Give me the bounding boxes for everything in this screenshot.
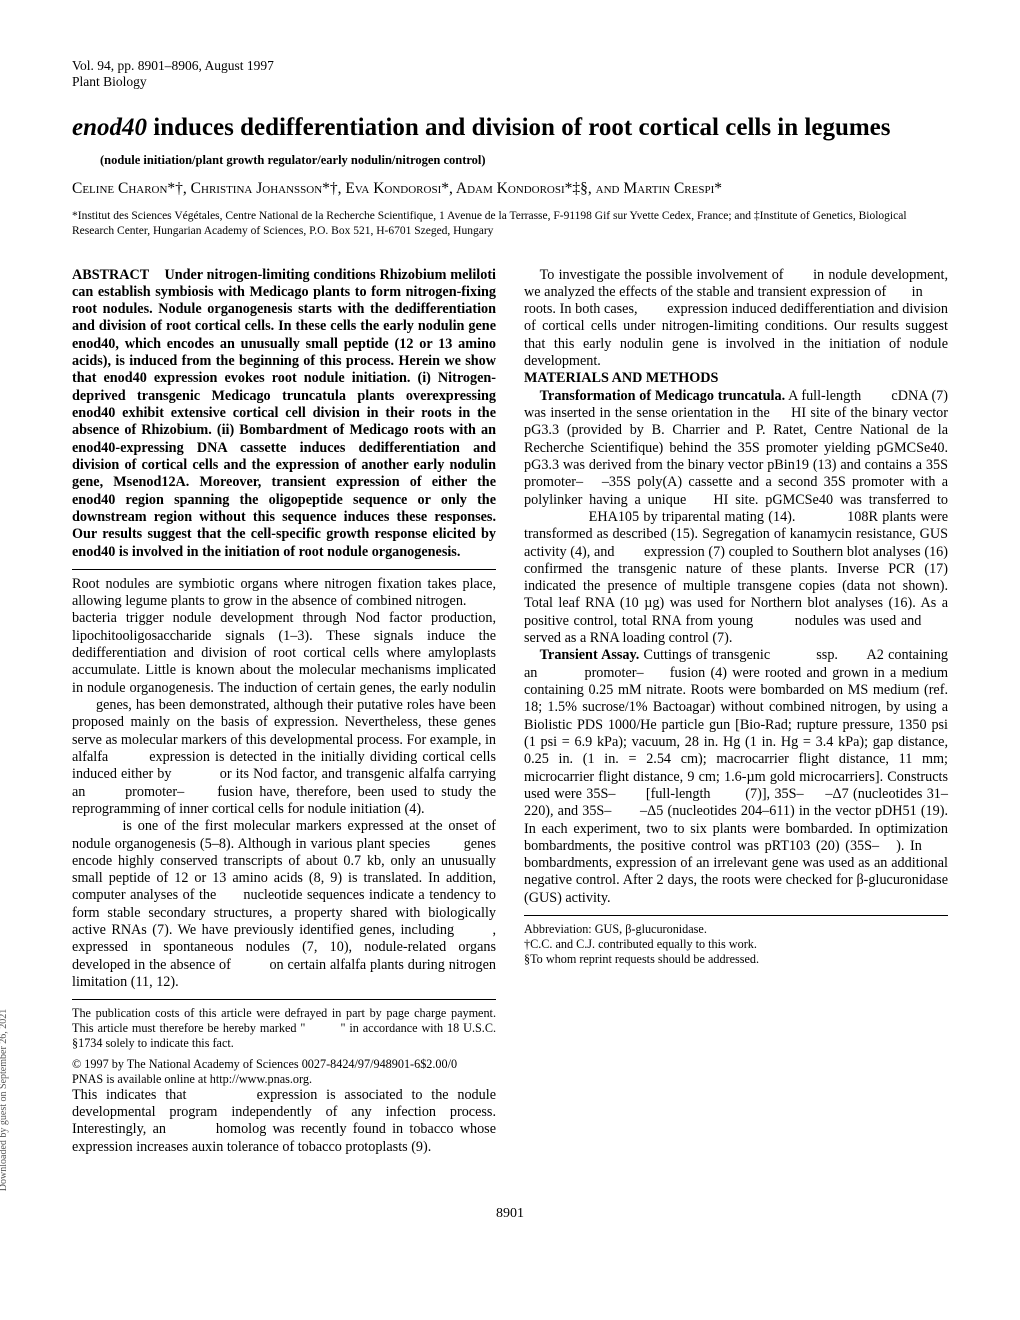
- abstract-separator: [72, 569, 496, 570]
- intro-para-1: Root nodules are symbiotic organs where …: [72, 576, 496, 818]
- abstract: ABSTRACT Under nitrogen-limiting conditi…: [72, 267, 496, 561]
- footnote-equal: †C.C. and C.J. contributed equally to th…: [524, 937, 948, 952]
- footnote-separator-left: [72, 999, 496, 1000]
- intro-para-2: is one of the first molecular markers ex…: [72, 818, 496, 991]
- methods-para-2: Transient Assay. Cuttings of transgenic …: [524, 647, 948, 907]
- subtitle-keywords: (nodule initiation/plant growth regulato…: [100, 153, 948, 168]
- col2-para-1: This indicates that expression is associ…: [72, 1087, 496, 1156]
- abstract-label: ABSTRACT: [72, 267, 149, 283]
- footnote-pubcost: The publication costs of this article we…: [72, 1006, 496, 1051]
- methods-body-1: A full-length cDNA (7) was inserted in t…: [524, 388, 948, 646]
- affiliations: *Institut des Sciences Végétales, Centre…: [72, 209, 948, 238]
- abstract-text: Under nitrogen-limiting conditions Rhizo…: [72, 267, 496, 560]
- author-list: Celine Charon*†, Christina Johansson*†, …: [72, 180, 948, 199]
- vol-line: Vol. 94, pp. 8901–8906, August 1997: [72, 58, 948, 74]
- journal-header: Vol. 94, pp. 8901–8906, August 1997 Plan…: [72, 58, 948, 91]
- page-number: 8901: [72, 1205, 948, 1222]
- download-note: Downloaded by guest on September 26, 202…: [0, 1009, 10, 1191]
- footnote-abbr: Abbreviation: GUS, β-glucuronidase.: [524, 922, 948, 937]
- methods-lead-1: Transformation of Medicago truncatula.: [540, 388, 786, 404]
- methods-lead-2: Transient Assay.: [540, 647, 640, 663]
- section-line: Plant Biology: [72, 74, 948, 90]
- right-footnotes: Abbreviation: GUS, β-glucuronidase. †C.C…: [524, 922, 948, 967]
- article-title: enod40 induces dedifferentiation and div…: [72, 113, 948, 143]
- methods-body-2: Cuttings of transgenic ssp. A2 containin…: [524, 647, 948, 905]
- title-rest: induces dedifferentiation and division o…: [147, 114, 891, 141]
- footnote-separator-right: [524, 915, 948, 916]
- footnote-reprint: §To whom reprint requests should be addr…: [524, 952, 948, 967]
- methods-para-1: Transformation of Medicago truncatula. A…: [524, 388, 948, 648]
- footnote-copyright: © 1997 by The National Academy of Scienc…: [72, 1057, 496, 1072]
- methods-heading: MATERIALS AND METHODS: [524, 370, 948, 387]
- col2-para-2: To investigate the possible involvement …: [524, 267, 948, 371]
- title-gene: enod40: [72, 114, 147, 141]
- two-column-body: ABSTRACT Under nitrogen-limiting conditi…: [72, 267, 948, 1187]
- footnote-pnas: PNAS is available online at http://www.p…: [72, 1072, 496, 1087]
- left-footnotes: The publication costs of this article we…: [72, 1006, 496, 1086]
